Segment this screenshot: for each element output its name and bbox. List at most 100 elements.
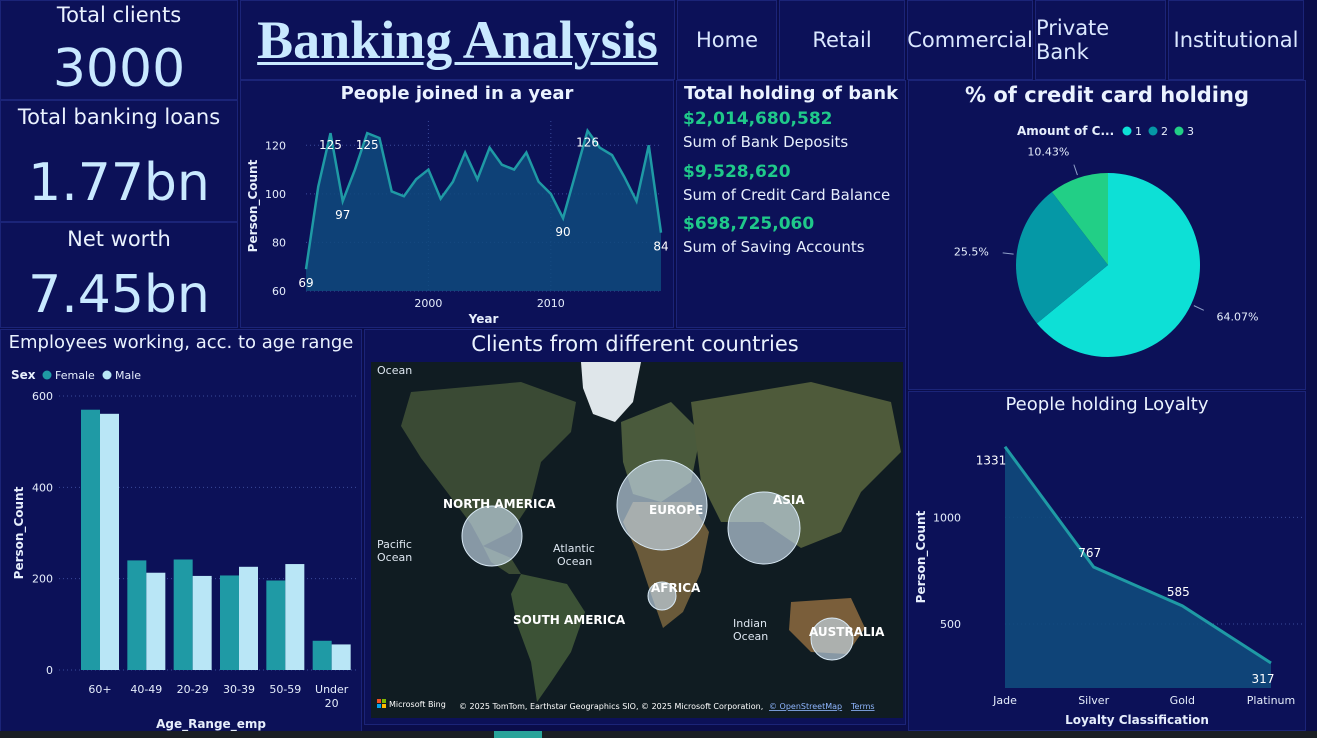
y-tick-label: 200 — [32, 573, 53, 586]
loyalty-panel: People holding Loyalty 500 1000 1331 Jade 76… — [908, 391, 1306, 731]
legend-marker — [102, 370, 112, 380]
data-label: 317 — [1252, 672, 1275, 686]
label-north-america: NORTH AMERICA — [443, 497, 556, 511]
bubble-australia[interactable] — [810, 617, 854, 661]
bar[interactable] — [220, 575, 239, 670]
label-pacific: Pacific — [377, 538, 412, 551]
bubble-north-america[interactable] — [461, 505, 523, 567]
legend-label: 3 — [1187, 125, 1194, 138]
credit-card-title: % of credit card holding — [965, 83, 1249, 107]
bottom-strip — [0, 731, 1317, 738]
map-attribution: © 2025 TomTom, Earthstar Geographics SIO… — [459, 702, 763, 711]
pie-legend-title: Amount of C... — [1017, 124, 1114, 138]
kpi-networth-card: Net worth 7.45bn — [0, 222, 238, 328]
label-atlantic: Atlantic — [553, 542, 595, 555]
label-pacific-ocean: Ocean — [377, 551, 412, 564]
bar[interactable] — [81, 409, 100, 670]
y-tick-label: 120 — [265, 139, 286, 152]
map-panel: Clients from different countries NORTH A… — [364, 329, 906, 725]
credit-card-panel: % of credit card holding Amount of C... 1… — [908, 80, 1306, 390]
bar[interactable] — [285, 564, 305, 670]
series-line — [304, 127, 663, 270]
x-tick-label: Gold — [1170, 694, 1195, 707]
nav-commercial-button[interactable]: Commercial — [907, 0, 1033, 80]
holding-title: Total holding of bank — [683, 83, 899, 104]
legend-label: Female — [55, 369, 95, 382]
y-tick-label: 80 — [272, 236, 286, 249]
total-clients-value: 3000 — [52, 39, 186, 99]
legend-marker — [42, 370, 52, 380]
terms-link[interactable]: Terms — [850, 702, 875, 711]
employees-title: Employees working, acc. to age range — [8, 332, 354, 353]
data-label: 125 — [319, 138, 342, 152]
bubble-europe[interactable] — [616, 459, 708, 551]
clients-map[interactable]: NORTH AMERICA EUROPE ASIA AFRICA SOUTH A… — [371, 362, 903, 718]
label-europe: EUROPE — [649, 503, 703, 517]
bar[interactable] — [331, 644, 351, 670]
bar[interactable] — [239, 566, 258, 670]
pie-slice[interactable] — [1051, 173, 1108, 265]
x-tick-label: Jade — [992, 694, 1017, 707]
x-tick-label: Under — [315, 683, 349, 696]
osm-link[interactable]: © OpenStreetMap — [769, 702, 842, 711]
bank-deposits-value: $2,014,680,582 — [683, 109, 833, 129]
legend-marker — [1148, 126, 1158, 136]
bar[interactable] — [192, 575, 212, 670]
bank-deposits-label: Sum of Bank Deposits — [683, 133, 849, 151]
nav-institutional-button[interactable]: Institutional — [1168, 0, 1304, 80]
x-tick-label: 2000 — [414, 297, 442, 310]
leader-line — [1002, 252, 1014, 255]
y-tick-label: 100 — [265, 188, 286, 201]
bar[interactable] — [146, 572, 166, 670]
x-tick-label: Platinum — [1247, 694, 1295, 707]
y-tick-label: 0 — [46, 664, 53, 677]
bar[interactable] — [312, 640, 332, 670]
page-scroll-thumb[interactable] — [494, 731, 542, 738]
bar[interactable] — [100, 413, 119, 670]
greenland-shape — [581, 362, 641, 422]
y-axis-title: Person_Count — [914, 510, 929, 603]
nav-home-button[interactable]: Home — [677, 0, 777, 80]
nav-retail-button[interactable]: Retail — [779, 0, 905, 80]
bubble-asia[interactable] — [727, 491, 801, 565]
pie-data-label: 10.43% — [1027, 145, 1069, 158]
label-africa: AFRICA — [651, 581, 701, 595]
nav-private-bank-button[interactable]: Private Bank — [1035, 0, 1166, 80]
y-tick-label: 500 — [940, 618, 961, 631]
header-title-box: Banking Analysis — [240, 0, 675, 80]
page-title: Banking Analysis — [257, 10, 658, 70]
y-axis-title: Person_Count — [246, 159, 261, 252]
employees-bar-chart: Sex Female Male 0 200 400 600 60+ 40-49 20-29 30-3… — [11, 368, 357, 732]
area-fill — [1005, 446, 1271, 688]
networth-value: 7.45bn — [28, 265, 210, 325]
loans-label: Total banking loans — [17, 105, 221, 129]
data-label: 585 — [1167, 585, 1190, 599]
saving-accounts-label: Sum of Saving Accounts — [683, 238, 865, 256]
credit-card-balance-value: $9,528,620 — [683, 162, 791, 182]
map-bubbles — [461, 459, 854, 661]
pie-slice[interactable] — [1016, 192, 1108, 324]
y-tick-label: 1000 — [933, 511, 961, 524]
holding-panel: Total holding of bank $2,014,680,582 Sum… — [676, 80, 906, 328]
pie-slice[interactable] — [1036, 173, 1200, 357]
legend-label: 2 — [1161, 125, 1168, 138]
bar[interactable] — [266, 580, 286, 670]
people-joined-title: People joined in a year — [340, 83, 574, 104]
legend-marker — [1174, 126, 1184, 136]
data-label: 126 — [576, 136, 599, 150]
loans-value: 1.77bn — [28, 153, 210, 213]
pie-data-label: 64.07% — [1216, 310, 1258, 323]
kpi-total-clients-card: Total clients 3000 — [0, 0, 238, 100]
x-tick-label: 60+ — [88, 683, 111, 696]
bar[interactable] — [127, 560, 147, 670]
x-tick-label: 40-49 — [130, 683, 162, 696]
y-tick-label: 600 — [32, 390, 53, 403]
label-indian: Indian — [733, 617, 767, 630]
data-label: 97 — [335, 208, 350, 222]
data-label: 84 — [653, 240, 668, 254]
bing-label: Microsoft Bing — [389, 700, 446, 709]
bar[interactable] — [173, 559, 193, 670]
employees-panel: Employees working, acc. to age range Sex… — [0, 329, 362, 738]
bubble-africa[interactable] — [647, 581, 677, 611]
loyalty-title: People holding Loyalty — [1005, 394, 1209, 415]
